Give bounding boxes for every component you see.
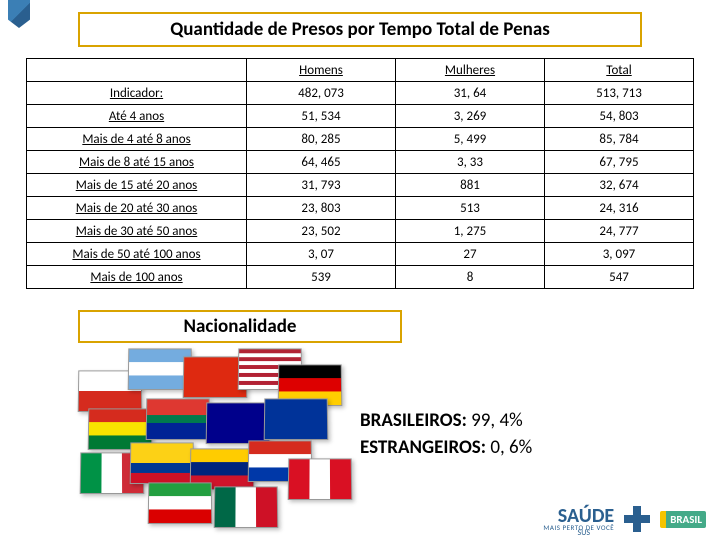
table-header-blank <box>27 59 247 82</box>
flag-australia <box>206 402 271 444</box>
nationality-stats: BRASILEIROS: 99, 4% ESTRANGEIROS: 0, 6% <box>360 408 532 461</box>
table-row: Mais de 100 anos5398547 <box>27 266 694 289</box>
cell: 3, 07 <box>247 243 396 266</box>
cell: 5, 499 <box>396 128 545 151</box>
stat-estrangeiros: ESTRANGEIROS: 0, 6% <box>360 435 532 462</box>
main-title: Quantidade de Presos por Tempo Total de … <box>170 18 550 41</box>
flag-mexico <box>214 486 279 528</box>
cell: 51, 534 <box>247 105 396 128</box>
corner-decoration <box>8 0 30 28</box>
row-label: Mais de 20 até 30 anos <box>27 197 247 220</box>
flag-colombia <box>130 442 195 484</box>
prisoners-table: HomensMulheresTotalIndicador:482, 07331,… <box>26 58 694 289</box>
table-header: Homens <box>247 59 396 82</box>
cell: 67, 795 <box>545 151 694 174</box>
flag-iran <box>148 482 213 524</box>
cell: 64, 465 <box>247 151 396 174</box>
table-row: Mais de 20 até 30 anos23, 80351324, 316 <box>27 197 694 220</box>
cell: 513, 713 <box>545 82 694 105</box>
row-label: Mais de 15 até 20 anos <box>27 174 247 197</box>
cell: 54, 803 <box>545 105 694 128</box>
cell: 32, 674 <box>545 174 694 197</box>
table-row: Mais de 15 até 20 anos31, 79388132, 674 <box>27 174 694 197</box>
cell: 8 <box>396 266 545 289</box>
cell: 513 <box>396 197 545 220</box>
nationality-title-box: Nacionalidade <box>78 310 402 343</box>
table-row: Mais de 30 até 50 anos23, 5021, 27524, 7… <box>27 220 694 243</box>
cell: 24, 316 <box>545 197 694 220</box>
cell: 85, 784 <box>545 128 694 151</box>
cell: 482, 073 <box>247 82 396 105</box>
flag-eu <box>264 398 329 440</box>
cell: 24, 777 <box>545 220 694 243</box>
nationality-title: Nacionalidade <box>184 315 297 338</box>
flags-cluster <box>78 348 328 518</box>
cell: 80, 285 <box>247 128 396 151</box>
flag-southafrica <box>146 398 211 440</box>
table-row: Até 4 anos51, 5343, 26954, 803 <box>27 105 694 128</box>
cell: 31, 64 <box>396 82 545 105</box>
table-header: Total <box>545 59 694 82</box>
cell: 547 <box>545 266 694 289</box>
cell: 23, 502 <box>247 220 396 243</box>
cell: 3, 097 <box>545 243 694 266</box>
plus-icon <box>624 506 650 532</box>
cell: 3, 33 <box>396 151 545 174</box>
row-label: Indicador: <box>27 82 247 105</box>
row-label: Mais de 100 anos <box>27 266 247 289</box>
cell: 1, 275 <box>396 220 545 243</box>
cell: 881 <box>396 174 545 197</box>
table-row: Mais de 50 até 100 anos3, 07273, 097 <box>27 243 694 266</box>
main-title-box: Quantidade de Presos por Tempo Total de … <box>78 12 642 47</box>
row-label: Mais de 30 até 50 anos <box>27 220 247 243</box>
footer-logos: SAÚDE MAIS PERTO DE VOCÊ BRASIL <box>543 506 706 532</box>
table-header: Mulheres <box>396 59 545 82</box>
table-row: Mais de 8 até 15 anos64, 4653, 3367, 795 <box>27 151 694 174</box>
cell: 3, 269 <box>396 105 545 128</box>
table-row: Mais de 4 até 8 anos80, 2855, 49985, 784 <box>27 128 694 151</box>
row-label: Mais de 50 até 100 anos <box>27 243 247 266</box>
brasil-logo: BRASIL <box>660 511 706 528</box>
cell: 27 <box>396 243 545 266</box>
stat-brasileiros: BRASILEIROS: 99, 4% <box>360 408 532 435</box>
cell: 31, 793 <box>247 174 396 197</box>
row-label: Mais de 4 até 8 anos <box>27 128 247 151</box>
row-label: Até 4 anos <box>27 105 247 128</box>
flag-peru <box>288 458 353 500</box>
cell: 23, 803 <box>247 197 396 220</box>
row-label: Mais de 8 até 15 anos <box>27 151 247 174</box>
cell: 539 <box>247 266 396 289</box>
table-row: Indicador:482, 07331, 64513, 713 <box>27 82 694 105</box>
saude-logo: SAÚDE MAIS PERTO DE VOCÊ <box>543 507 614 531</box>
